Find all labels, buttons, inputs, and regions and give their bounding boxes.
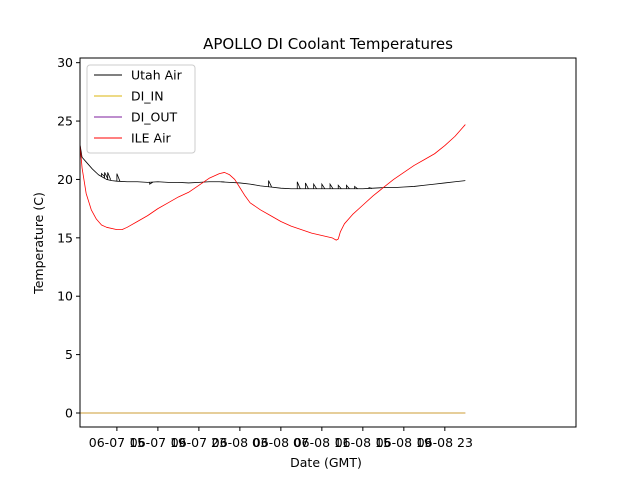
- series-spike: [117, 174, 120, 182]
- series-spike: [322, 184, 325, 189]
- y-tick-label: 20: [57, 172, 73, 187]
- y-axis-label: Temperature (C): [31, 192, 46, 295]
- legend-label: Utah Air: [131, 68, 183, 83]
- series-spike: [314, 184, 317, 189]
- series-spike: [105, 172, 108, 178]
- legend-label: DI_OUT: [131, 110, 178, 125]
- series-spike: [102, 174, 105, 177]
- legend-label: DI_IN: [131, 89, 164, 104]
- series-spike: [330, 184, 333, 189]
- y-tick-label: 0: [65, 405, 73, 420]
- series-spike: [269, 181, 272, 187]
- legend: Utah Air DI_IN DI_OUT ILE Air: [87, 65, 195, 153]
- y-tick-label: 25: [57, 114, 73, 129]
- series-spike: [297, 182, 300, 189]
- x-tick-label: 06-08 23: [417, 435, 473, 450]
- legend-label: ILE Air: [131, 131, 172, 146]
- y-tick-label: 10: [57, 289, 73, 304]
- series-spike: [338, 185, 341, 189]
- plot-lines: [80, 125, 465, 413]
- series-spike: [346, 185, 349, 189]
- series-spike: [108, 172, 111, 179]
- series-spike: [305, 183, 308, 189]
- y-axis-ticks: 0 5 10 15 20 25 30: [57, 55, 80, 420]
- y-tick-label: 15: [57, 230, 73, 245]
- x-axis-label: Date (GMT): [290, 455, 362, 470]
- y-tick-label: 5: [65, 347, 73, 362]
- y-tick-label: 30: [57, 55, 73, 70]
- chart-title: APOLLO DI Coolant Temperatures: [203, 35, 453, 53]
